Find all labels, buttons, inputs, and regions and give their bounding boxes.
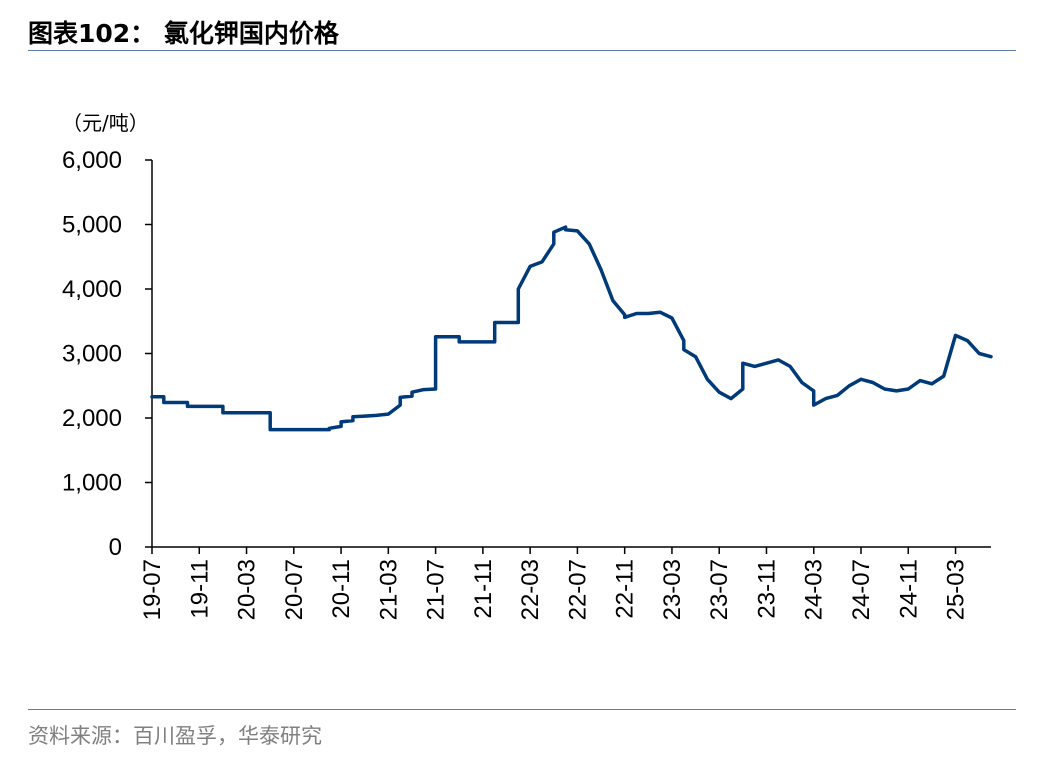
- x-tick-label: 25-03: [943, 559, 970, 620]
- y-axis-ticks: 0 1,000 2,000 3,000 4,000 5,000 6,000: [62, 147, 152, 561]
- source-divider: [28, 709, 1016, 710]
- x-tick-label: 22-03: [517, 559, 544, 620]
- y-tick-label: 1,000: [62, 470, 122, 497]
- source-note: 资料来源：百川盈孚，华泰研究: [28, 724, 322, 748]
- x-tick-label: 23-11: [753, 559, 780, 619]
- y-tick-label: 6,000: [62, 147, 122, 174]
- x-tick-label: 21-03: [375, 559, 402, 620]
- x-tick-label: 24-07: [848, 559, 875, 620]
- x-tick-label: 23-07: [706, 559, 733, 620]
- x-tick-label: 22-07: [564, 559, 591, 620]
- axes: [151, 160, 991, 548]
- x-tick-label: 22-11: [612, 559, 639, 619]
- x-axis-ticks: 19-07 19-11 20-03 20-07 20-11 21-03 21-07 21-11…: [139, 547, 970, 620]
- x-tick-label: 24-03: [801, 559, 828, 620]
- title-divider: [28, 50, 1016, 51]
- y-tick-label: 0: [109, 534, 122, 561]
- price-series-line: [150, 225, 993, 432]
- y-tick-label: 4,000: [62, 276, 122, 303]
- x-tick-label: 19-11: [186, 559, 213, 619]
- y-axis-unit-label: （元/吨）: [62, 111, 149, 135]
- y-tick-label: 3,000: [62, 341, 122, 368]
- figure-title: 图表102： 氯化钾国内价格: [28, 19, 339, 48]
- x-tick-label: 20-07: [281, 559, 308, 620]
- x-tick-label: 24-11: [895, 559, 922, 619]
- y-tick-label: 2,000: [62, 405, 122, 432]
- series-layer: [150, 225, 993, 432]
- x-tick-label: 20-11: [328, 559, 355, 619]
- x-tick-label: 19-07: [139, 559, 166, 620]
- x-tick-label: 20-03: [234, 559, 261, 620]
- x-tick-label: 23-03: [659, 559, 686, 620]
- y-tick-label: 5,000: [62, 212, 122, 239]
- x-tick-label: 21-07: [423, 559, 450, 620]
- x-tick-label: 21-11: [470, 559, 497, 619]
